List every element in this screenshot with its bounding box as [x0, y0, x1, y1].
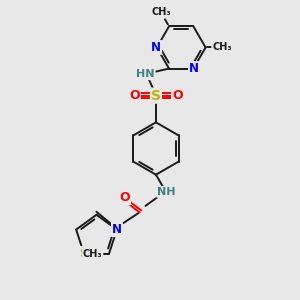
Text: O: O: [119, 191, 130, 204]
Text: O: O: [172, 89, 183, 102]
Text: NH: NH: [157, 187, 176, 197]
Text: HN: HN: [136, 69, 155, 79]
Text: CH₃: CH₃: [83, 248, 103, 259]
Text: N: N: [151, 41, 161, 54]
Text: S: S: [80, 247, 88, 260]
Text: O: O: [129, 89, 140, 102]
Text: N: N: [112, 223, 122, 236]
Text: CH₃: CH₃: [151, 7, 171, 17]
Text: N: N: [189, 62, 199, 75]
Text: S: S: [151, 88, 161, 103]
Text: CH₃: CH₃: [212, 43, 232, 52]
